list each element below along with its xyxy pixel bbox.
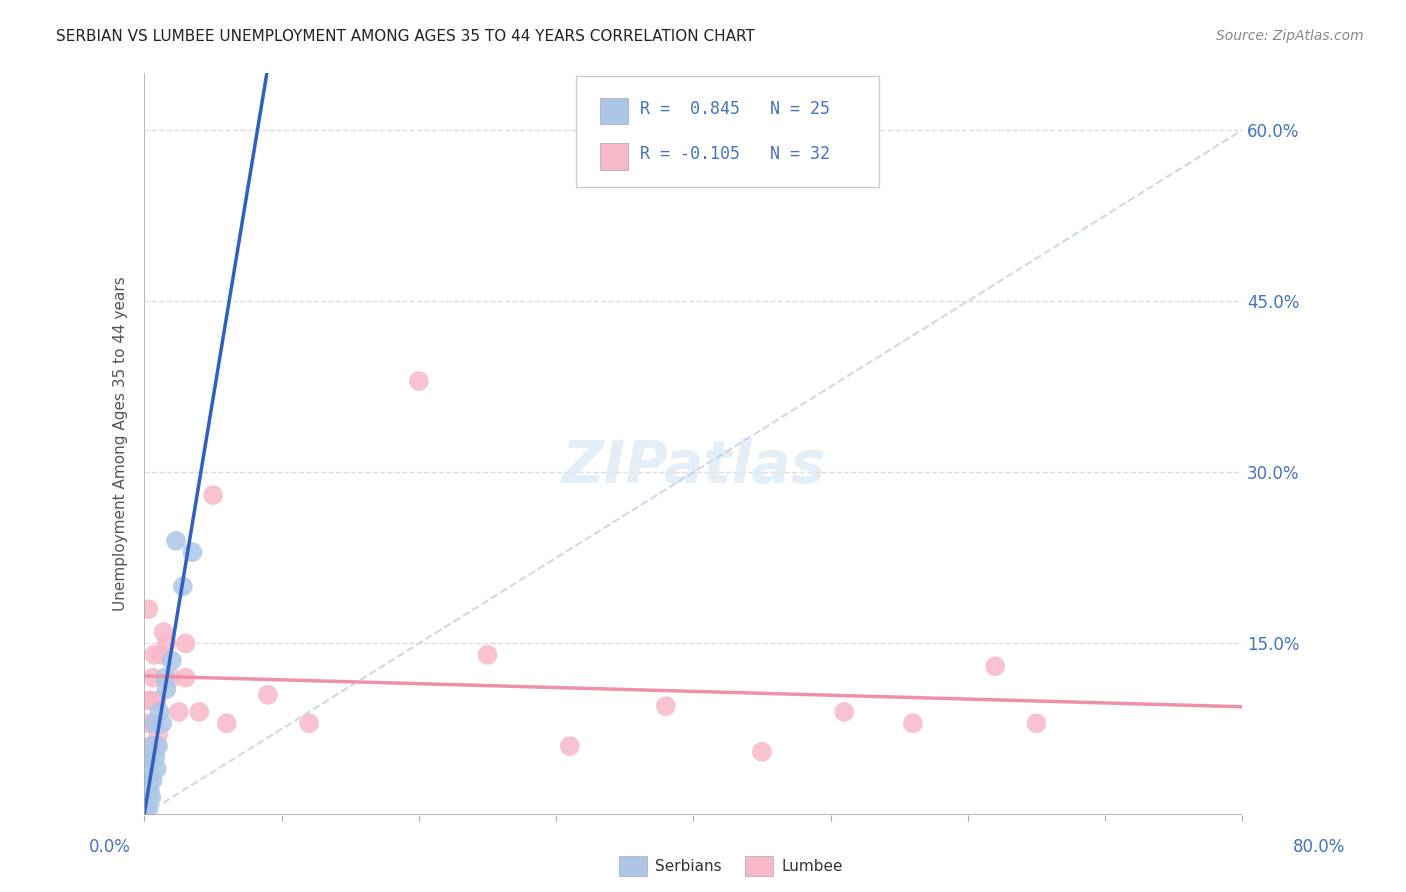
Point — [160, 654, 183, 668]
Text: R =  0.845   N = 25: R = 0.845 N = 25 — [640, 100, 830, 118]
Point — [135, 750, 157, 764]
Point — [148, 705, 170, 719]
Point — [832, 705, 855, 719]
Point — [155, 636, 177, 650]
Point — [145, 739, 167, 753]
Point — [477, 648, 499, 662]
Point — [143, 716, 166, 731]
Point — [142, 671, 165, 685]
Point — [201, 488, 224, 502]
Point — [160, 671, 183, 685]
Point — [145, 750, 167, 764]
Point — [138, 802, 160, 816]
Text: 0.0%: 0.0% — [89, 838, 131, 855]
Y-axis label: Unemployment Among Ages 35 to 44 years: Unemployment Among Ages 35 to 44 years — [114, 277, 128, 611]
Point — [143, 648, 166, 662]
Point — [408, 374, 430, 388]
Point — [984, 659, 1007, 673]
Point — [142, 773, 165, 788]
Point — [165, 533, 187, 548]
Point — [901, 716, 924, 731]
Point — [188, 705, 211, 719]
Point — [145, 762, 167, 776]
Text: R = -0.105   N = 32: R = -0.105 N = 32 — [640, 145, 830, 163]
Point — [174, 636, 197, 650]
Point — [172, 579, 194, 593]
Text: SERBIAN VS LUMBEE UNEMPLOYMENT AMONG AGES 35 TO 44 YEARS CORRELATION CHART: SERBIAN VS LUMBEE UNEMPLOYMENT AMONG AGE… — [56, 29, 755, 44]
Point — [558, 739, 581, 753]
Point — [135, 796, 157, 810]
Point — [257, 688, 280, 702]
Point — [215, 716, 238, 731]
Text: Serbians: Serbians — [655, 859, 721, 873]
Point — [298, 716, 321, 731]
Point — [153, 671, 176, 685]
Point — [146, 739, 169, 753]
Point — [138, 602, 160, 616]
Point — [136, 796, 159, 810]
Point — [139, 767, 162, 781]
Point — [135, 790, 157, 805]
Point — [167, 705, 190, 719]
Point — [139, 739, 162, 753]
Point — [152, 625, 174, 640]
Text: 80.0%: 80.0% — [1292, 838, 1346, 855]
Text: Lumbee: Lumbee — [782, 859, 844, 873]
Point — [149, 648, 172, 662]
Point — [145, 693, 167, 707]
Point — [181, 545, 204, 559]
Point — [655, 699, 678, 714]
Point — [141, 790, 163, 805]
Text: Source: ZipAtlas.com: Source: ZipAtlas.com — [1216, 29, 1364, 43]
Point — [150, 716, 173, 731]
Point — [174, 671, 197, 685]
Point — [141, 739, 163, 753]
Point — [141, 693, 163, 707]
Point — [138, 693, 160, 707]
Point — [146, 728, 169, 742]
Point — [138, 779, 160, 793]
Point — [1025, 716, 1047, 731]
Point — [155, 681, 177, 696]
Point — [135, 802, 157, 816]
Text: ZIPatlas: ZIPatlas — [561, 437, 825, 494]
Point — [136, 785, 159, 799]
Point — [751, 745, 773, 759]
Point — [136, 716, 159, 731]
Point — [138, 750, 160, 764]
Point — [139, 785, 162, 799]
